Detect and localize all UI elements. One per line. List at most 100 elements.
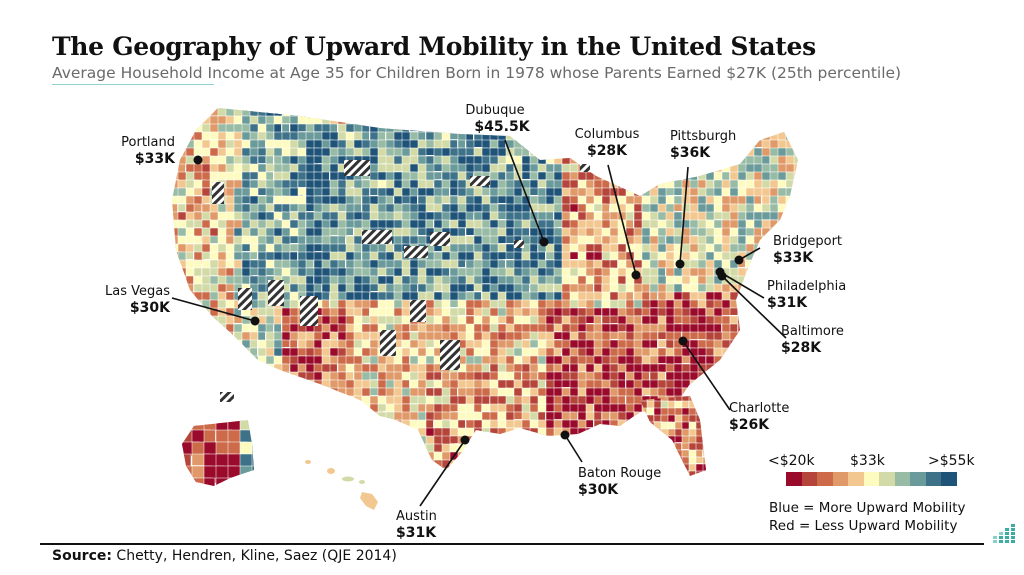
county-cell [289, 108, 301, 111]
county-cell [529, 467, 543, 470]
county-cell [321, 443, 335, 455]
county-cell [249, 387, 260, 396]
county-cell [465, 443, 475, 454]
county-cell [681, 171, 691, 181]
county-cell [641, 171, 653, 184]
county-cell [265, 411, 276, 425]
county-cell [172, 291, 183, 300]
county-cell [385, 451, 396, 462]
county-cell [217, 403, 227, 413]
county-cell [513, 299, 522, 309]
legend-note-blue: Blue = More Upward Mobility [769, 500, 966, 516]
county-cell [569, 163, 580, 173]
county-cell [521, 443, 532, 453]
county-cell [201, 315, 212, 328]
county-cell [601, 283, 611, 294]
county-cell [305, 387, 318, 397]
county-cell [337, 459, 352, 470]
county-cell [721, 371, 731, 383]
county-cell [257, 427, 271, 442]
county-cell [545, 139, 560, 148]
county-cell [769, 219, 778, 232]
county-cell [785, 379, 798, 389]
county-cell [172, 387, 179, 396]
county-cell [377, 443, 388, 453]
county-cell [305, 411, 315, 424]
county-cell [401, 267, 412, 276]
county-cell [273, 403, 285, 413]
county-cell [769, 123, 780, 136]
county-cell [553, 283, 564, 293]
county-cell [177, 307, 189, 320]
county-cell [385, 307, 395, 318]
county-cell [667, 442, 676, 451]
county-cell [769, 387, 779, 401]
county-cell [172, 283, 180, 298]
county-cell [353, 363, 363, 373]
county-cell [473, 459, 482, 470]
county-cell [185, 283, 194, 296]
county-cell [785, 211, 797, 224]
county-cell [281, 379, 291, 394]
county-cell [697, 387, 711, 400]
county-cell [313, 451, 327, 464]
county-cell [737, 363, 747, 376]
county-cell [617, 435, 627, 447]
county-cell [665, 291, 676, 301]
county-cell [497, 163, 507, 174]
county-cell [409, 108, 419, 120]
county-cell [633, 108, 645, 112]
county-cell [193, 411, 206, 425]
county-cell [537, 267, 547, 277]
county-cell [172, 435, 182, 447]
county-cell [281, 115, 291, 124]
county-cell [233, 363, 248, 377]
county-cell [553, 108, 568, 113]
county-cell [233, 379, 247, 393]
county-cell [345, 108, 359, 112]
county-cell [577, 435, 588, 446]
county-cell [425, 108, 440, 114]
county-cell [233, 387, 248, 398]
county-cell [209, 363, 223, 376]
county-cell [649, 435, 663, 448]
county-cell [569, 411, 578, 421]
county-cell [369, 108, 380, 112]
county-cell [665, 459, 675, 469]
city-marker [460, 435, 470, 445]
county-cell [633, 171, 646, 186]
county-cell [489, 443, 503, 453]
county-cell [745, 339, 759, 350]
county-cell [337, 347, 347, 357]
county-cell [265, 459, 275, 470]
hatched-area [470, 176, 490, 186]
county-cell [489, 459, 503, 470]
legend-note-red: Red = Less Upward Mobility [769, 518, 958, 534]
callout-portland: Portland $33K [100, 134, 175, 168]
county-cell [417, 403, 426, 413]
county-cell [729, 115, 741, 129]
county-cell [529, 139, 538, 152]
county-cell [385, 379, 395, 389]
county-cell [713, 403, 725, 418]
county-cell [753, 331, 762, 343]
county-cell [785, 203, 794, 215]
county-cell [265, 379, 275, 391]
county-cell [177, 403, 189, 414]
county-cell [625, 163, 637, 173]
county-cell [321, 108, 334, 121]
callout-value: $33K [773, 250, 814, 266]
legend-swatch [925, 472, 941, 486]
county-cell [209, 411, 220, 425]
county-cell [473, 427, 484, 440]
legend-low-label: <$20k [768, 453, 815, 469]
county-cell [513, 435, 528, 445]
county-cell [265, 108, 277, 110]
county-cell [657, 339, 667, 348]
county-cell [177, 411, 189, 420]
county-cell [337, 427, 350, 442]
county-cell [265, 451, 278, 461]
legend-swatch [941, 472, 957, 486]
legend-swatch [894, 472, 910, 486]
county-cell [585, 419, 594, 428]
